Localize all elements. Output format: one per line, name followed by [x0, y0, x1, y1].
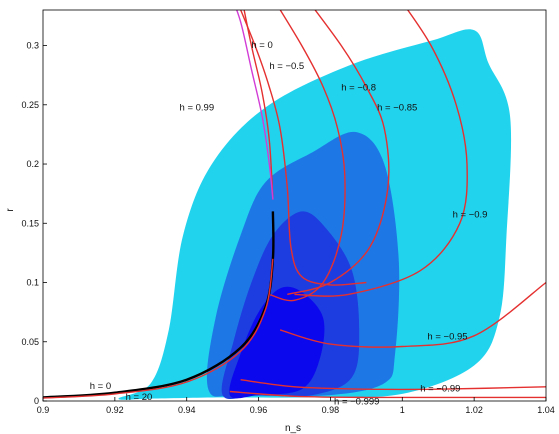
- y-tick-label: 0: [34, 396, 39, 406]
- y-tick-label: 0.3: [26, 41, 39, 51]
- y-axis-label: r: [5, 208, 16, 212]
- h-curves: [43, 10, 546, 399]
- curve-curve-10: [43, 258, 274, 399]
- y-tick-label: 0.15: [21, 218, 39, 228]
- x-tick-label: 1: [400, 405, 405, 415]
- curve-label: h = 20: [126, 392, 153, 403]
- x-axis: 0.9 0.92 0.94 0.96 0.98 1 1.02 1.04: [37, 397, 555, 415]
- x-axis-label: n_s: [285, 423, 301, 434]
- x-tick-label: 0.96: [250, 405, 268, 415]
- y-tick-label: 0.1: [26, 278, 39, 288]
- curve-h-0.8: [269, 10, 346, 302]
- y-axis: 0 0.05 0.1 0.15 0.2 0.25 0.3: [21, 41, 47, 406]
- curve-label: h = −0.85: [377, 103, 417, 114]
- curve-label: h = −0.5: [269, 61, 304, 72]
- x-tick-label: 1.02: [465, 405, 483, 415]
- x-tick-label: 1.04: [537, 405, 555, 415]
- plot-frame: [42, 9, 547, 402]
- curve-h-0.99: [236, 10, 274, 200]
- curve-label: h = −0.99: [420, 384, 460, 395]
- x-tick-label: 0.94: [178, 405, 196, 415]
- curve-h-0.9: [294, 10, 468, 297]
- y-tick-label: 0.2: [26, 159, 39, 169]
- curve-label: h = 0: [251, 40, 272, 51]
- y-tick-label: 0.25: [21, 100, 39, 110]
- curve-label: h = −0.8: [341, 83, 376, 94]
- y-tick-label: 0.05: [21, 337, 39, 347]
- curve-h-0.85: [287, 10, 390, 296]
- x-tick-label: 0.98: [322, 405, 340, 415]
- curve-label: h = 0.99: [180, 103, 215, 114]
- x-tick-label: 0.9: [37, 405, 50, 415]
- curve-label: h = −0.95: [427, 331, 467, 342]
- contour-core: [229, 286, 325, 399]
- curve-label: h = −0.999: [334, 397, 379, 408]
- curve-h-0.99: [240, 379, 546, 391]
- curve-labels: h = 0 h = −0.5 h = −0.8h = −0.85 h = 0.99 h …: [90, 40, 488, 408]
- curve-label: h = −0.9: [453, 209, 488, 220]
- curve-label: h = 0: [90, 381, 111, 392]
- curve-h-0.5: [239, 10, 367, 286]
- x-tick-label: 0.92: [106, 405, 124, 415]
- curve-h-0.95: [279, 281, 546, 348]
- curve-h-0.999: [229, 390, 546, 399]
